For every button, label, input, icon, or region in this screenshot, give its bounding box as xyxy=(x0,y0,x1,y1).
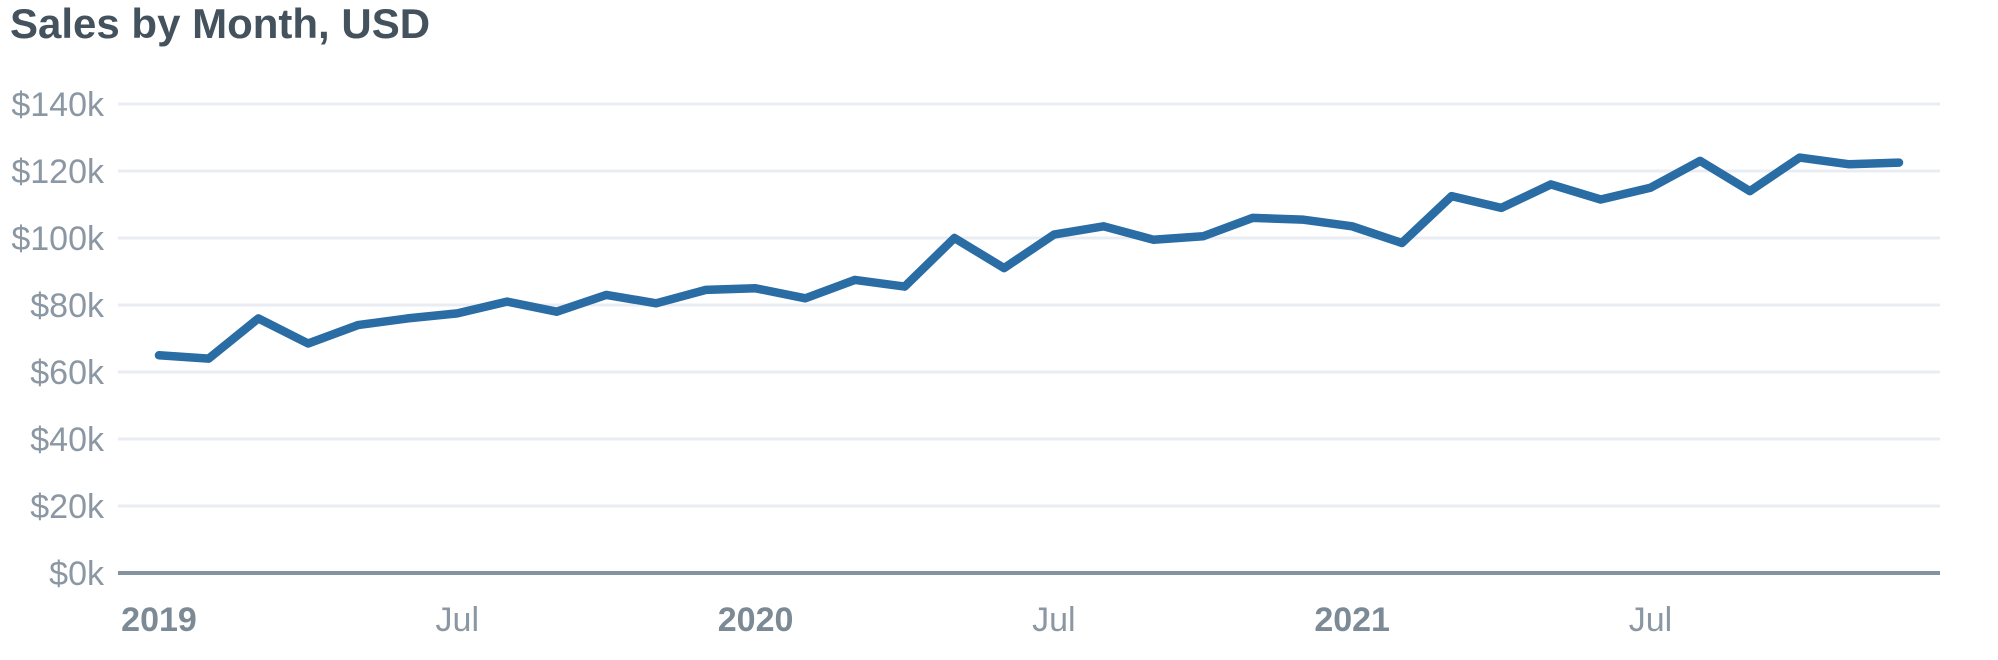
x-tick-label: 2020 xyxy=(718,601,794,639)
y-tick-label: $140k xyxy=(11,86,105,124)
x-tick-label: Jul xyxy=(1629,601,1672,639)
x-tick-label: Jul xyxy=(1032,601,1075,639)
x-tick-label: Jul xyxy=(436,601,479,639)
y-tick-label: $60k xyxy=(30,354,105,392)
sales-line xyxy=(154,153,1904,363)
x-tick-label: 2019 xyxy=(121,601,197,639)
y-tick-label: $40k xyxy=(30,421,105,459)
y-tick-label: $0k xyxy=(49,555,105,593)
chart-title: Sales by Month, USD xyxy=(10,0,431,47)
y-tick-label: $120k xyxy=(11,153,105,191)
y-tick-label: $100k xyxy=(11,220,105,258)
y-tick-label: $80k xyxy=(30,287,105,325)
y-tick-label: $20k xyxy=(30,488,105,526)
x-tick-label: 2021 xyxy=(1314,601,1390,639)
